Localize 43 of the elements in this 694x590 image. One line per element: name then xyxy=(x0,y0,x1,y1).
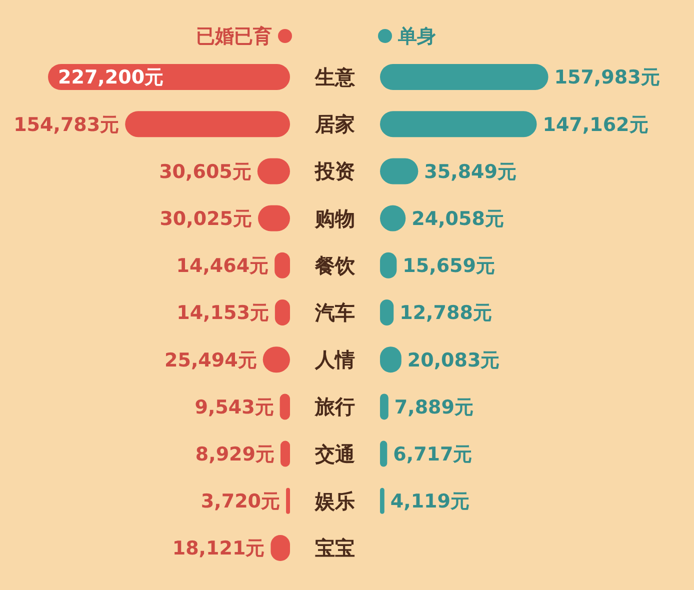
data-label: 20,083元 xyxy=(407,349,500,372)
data-label: 12,788元 xyxy=(400,302,492,324)
legend-label: 已婚已育 xyxy=(196,26,272,48)
data-label: 15,659元 xyxy=(402,255,496,278)
data-label: 147,162元 xyxy=(542,114,648,136)
y-tick-label: 娱乐 xyxy=(314,488,355,513)
bar xyxy=(380,111,537,138)
y-tick-label: 餐饮 xyxy=(314,253,356,278)
bar xyxy=(286,488,290,514)
data-label: 30,605元 xyxy=(159,160,252,183)
bar xyxy=(280,440,290,467)
data-label: 6,717元 xyxy=(393,443,472,466)
data-label: 157,983元 xyxy=(554,66,660,89)
y-tick-label: 生意 xyxy=(314,65,356,89)
y-tick-label: 投资 xyxy=(314,159,355,184)
bar xyxy=(380,488,384,514)
bar xyxy=(280,394,290,420)
data-label: 30,025元 xyxy=(160,208,252,230)
data-label: 18,121元 xyxy=(172,538,265,560)
y-tick-label: 人情 xyxy=(314,348,355,372)
data-label: 3,720元 xyxy=(200,490,280,513)
data-label: 35,849元 xyxy=(424,160,517,183)
bar xyxy=(125,111,290,138)
data-label: 14,464元 xyxy=(176,255,269,278)
y-tick-label: 旅行 xyxy=(314,394,355,419)
bar xyxy=(380,64,548,90)
bar xyxy=(380,440,388,467)
legend-label: 单身 xyxy=(397,26,436,48)
data-label: 14,153元 xyxy=(176,302,269,324)
data-label: 4,119元 xyxy=(390,490,470,513)
data-label: 154,783元 xyxy=(14,114,120,136)
y-tick-label: 购物 xyxy=(314,206,355,230)
data-label: 7,889元 xyxy=(394,396,474,418)
data-label: 25,494元 xyxy=(164,349,257,372)
y-tick-label: 汽车 xyxy=(314,300,355,324)
data-label: 8,929元 xyxy=(195,443,274,466)
data-label: 24,058元 xyxy=(412,208,504,230)
data-label: 9,543元 xyxy=(194,396,274,418)
y-tick-label: 宝宝 xyxy=(315,536,355,560)
y-tick-label: 居家 xyxy=(314,112,355,136)
data-label: 227,200元 xyxy=(58,66,164,89)
bar xyxy=(380,394,388,420)
y-tick-label: 交通 xyxy=(314,442,355,466)
